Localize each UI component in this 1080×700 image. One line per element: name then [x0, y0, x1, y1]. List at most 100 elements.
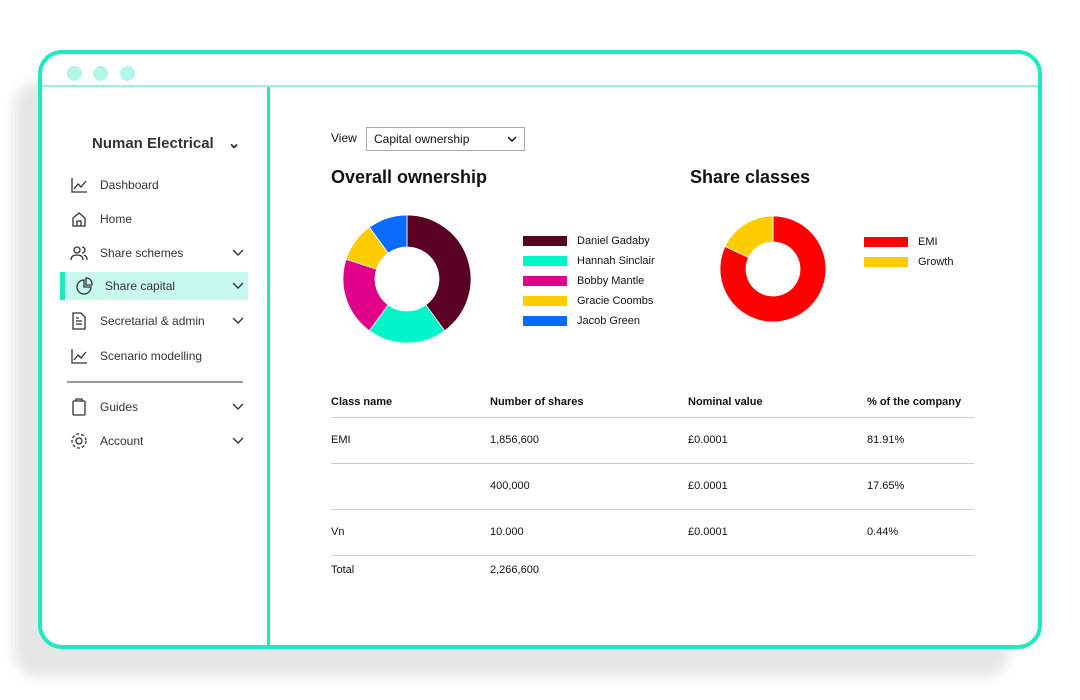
sidebar-item-label: Secretarial & admin	[100, 314, 205, 328]
legend-item: Hannah Sinclair	[523, 251, 655, 271]
sidebar: Numan Electrical ⌄ Dashboard Home Share sch…	[42, 87, 270, 645]
chevron-down-icon	[232, 249, 244, 256]
company-name: Numan Electrical	[92, 134, 214, 152]
legend-item: Gracie Coombs	[523, 291, 655, 311]
sidebar-item-share-capital[interactable]: Share capital	[60, 272, 248, 300]
view-select[interactable]: Capital ownership	[366, 127, 525, 151]
legend-label: Gracie Coombs	[577, 295, 654, 307]
sidebar-item-label: Home	[100, 212, 133, 226]
legend-item: Bobby Mantle	[523, 271, 655, 291]
gear-icon	[71, 433, 87, 449]
home-icon	[72, 212, 86, 227]
legend-label: Growth	[918, 256, 954, 268]
main-content: View Capital ownership Overall ownership…	[273, 87, 1038, 645]
chevron-down-icon	[232, 282, 244, 289]
document-icon	[72, 312, 86, 330]
chevron-down-icon	[232, 403, 244, 410]
table-cell: 10.000	[490, 509, 688, 556]
legend-label: Jacob Green	[577, 315, 640, 327]
app-window: Numan Electrical ⌄ Dashboard Home Share sch…	[38, 50, 1042, 649]
legend-swatch	[864, 237, 908, 247]
total-cell	[688, 555, 867, 585]
legend-item: Daniel Gadaby	[523, 231, 655, 251]
donut-slice-emi[interactable]	[720, 216, 827, 323]
legend-item: Jacob Green	[523, 311, 655, 331]
total-cell	[867, 555, 974, 585]
legend-label: Bobby Mantle	[577, 275, 645, 287]
clipboard-icon	[72, 398, 86, 416]
sidebar-item-dashboard[interactable]: Dashboard	[60, 171, 248, 199]
company-switcher[interactable]: Numan Electrical ⌄	[92, 134, 241, 153]
table-cell: 81.91%	[867, 417, 974, 464]
ownership-legend: Daniel Gadaby Hannah Sinclair Bobby Mantle…	[523, 231, 655, 331]
chevron-down-icon: ⌄	[227, 135, 241, 152]
chevron-down-icon	[232, 317, 244, 324]
table-cell: £0.0001	[688, 509, 867, 556]
donut-slice-jacob-green[interactable]	[368, 215, 408, 254]
sidebar-item-label: Share schemes	[100, 246, 184, 260]
column-header: Number of shares	[490, 387, 688, 418]
pie-chart-icon	[76, 277, 93, 295]
sidebar-item-secretarial-admin[interactable]: Secretarial & admin	[60, 307, 248, 335]
users-icon	[70, 246, 88, 261]
sidebar-divider	[67, 381, 243, 383]
column-header: Nominal value	[688, 387, 867, 418]
total-cell: 2,266,600	[490, 564, 539, 577]
table-row: EMI 1,856,600 £0.0001 81.91%	[331, 417, 974, 464]
legend-swatch	[523, 316, 567, 326]
legend-swatch	[864, 257, 908, 267]
view-label: View	[331, 131, 357, 145]
legend-swatch	[523, 296, 567, 306]
chart-line-icon	[71, 178, 87, 193]
window-dot[interactable]	[93, 66, 108, 81]
sidebar-item-guides[interactable]: Guides	[60, 393, 248, 421]
legend-label: Daniel Gadaby	[577, 235, 650, 247]
sidebar-item-label: Dashboard	[100, 178, 159, 192]
window-dot[interactable]	[120, 66, 135, 81]
sidebar-item-scenario-modelling[interactable]: Scenario modelling	[60, 342, 248, 370]
table-row: 400,000 £0.0001 17.65%	[331, 463, 974, 510]
donut-slice-daniel-gadaby[interactable]	[406, 215, 472, 332]
sidebar-item-home[interactable]: Home	[60, 205, 248, 233]
table-cell: 1,856,600	[490, 417, 688, 464]
column-header: % of the company	[867, 387, 974, 418]
total-cell: Total	[331, 564, 355, 577]
sidebar-item-account[interactable]: Account	[60, 427, 248, 455]
sidebar-item-label: Account	[100, 434, 144, 448]
donut-slice-growth[interactable]	[724, 216, 774, 259]
table-cell: EMI	[331, 417, 490, 464]
sidebar-item-share-schemes[interactable]: Share schemes	[60, 239, 248, 267]
legend-label: EMI	[918, 236, 938, 248]
chart-line-icon	[71, 349, 87, 364]
table-row: Vn 10.000 £0.0001 0.44%	[331, 509, 974, 556]
table-cell: £0.0001	[688, 417, 867, 464]
chart-title: Share classes	[690, 167, 811, 187]
sidebar-item-label: Scenario modelling	[100, 349, 203, 363]
table-cell: 0.44%	[867, 509, 974, 556]
title-bar	[42, 54, 1038, 87]
legend-item: EMI	[864, 232, 953, 252]
sidebar-item-label: Guides	[100, 400, 139, 414]
table-cell	[331, 463, 490, 510]
share-classes-table: Class name Number of shares Nominal value%…	[331, 387, 974, 585]
share-classes-donut-chart	[720, 216, 827, 323]
table-cell: £0.0001	[688, 463, 867, 510]
view-select-value: Capital ownership	[374, 132, 470, 146]
legend-item: Growth	[864, 252, 953, 272]
total-row: Total 2,266,600	[331, 555, 974, 585]
chevron-down-icon	[507, 136, 517, 142]
window-dot[interactable]	[67, 66, 82, 81]
chevron-down-icon	[232, 437, 244, 444]
table-cell: 17.65%	[867, 463, 974, 510]
sidebar-item-label: Share capital	[105, 279, 176, 293]
legend-swatch	[523, 256, 567, 266]
share-classes-legend: EMI Growth	[864, 232, 953, 272]
ownership-donut-chart	[343, 215, 472, 344]
table-cell: Vn	[331, 509, 490, 556]
column-header: Class name	[331, 387, 490, 418]
legend-label: Hannah Sinclair	[577, 255, 655, 267]
legend-swatch	[523, 276, 567, 286]
chart-title: Overall ownership	[331, 167, 488, 187]
legend-swatch	[523, 236, 567, 246]
table-cell: 400,000	[490, 463, 688, 510]
